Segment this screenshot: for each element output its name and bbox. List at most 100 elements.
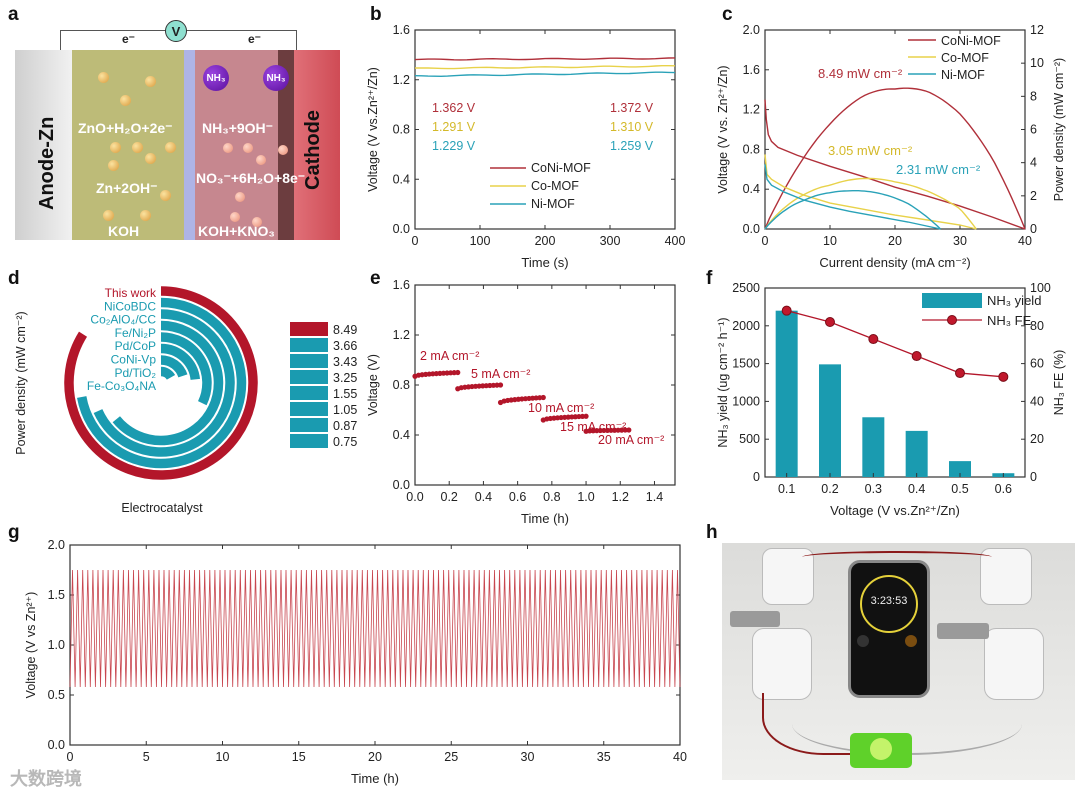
x-tick-label: 10 xyxy=(823,234,837,248)
plot-frame xyxy=(414,284,676,486)
legend-label: Ni-MOF xyxy=(531,197,575,211)
hydroxide-ion-icon xyxy=(160,190,171,201)
x-axis-label: Time (h) xyxy=(521,511,569,526)
anode-reaction-top: ZnO+H₂O+2e⁻ xyxy=(78,120,173,136)
legend-swatch xyxy=(290,434,328,448)
y-tick-label: 0.4 xyxy=(393,172,410,186)
anode-label: Anode-Zn xyxy=(36,116,58,210)
potassium-ion-icon xyxy=(278,145,288,155)
legend-value: 0.87 xyxy=(333,419,357,433)
plot-frame xyxy=(764,287,1026,478)
y-axis-label: Voltage (V vs.Zn²⁺/Zn) xyxy=(366,67,380,192)
clamp xyxy=(937,623,989,639)
y2-tick-label: 60 xyxy=(1030,357,1044,371)
membrane xyxy=(184,50,195,240)
current-density-label: 20 mA cm⁻² xyxy=(598,433,664,447)
potassium-ion-icon xyxy=(235,192,245,202)
radial-bar xyxy=(160,343,201,381)
legend-value: 1.05 xyxy=(333,403,357,417)
legend-swatch xyxy=(290,338,328,352)
end-voltage-label: 1.372 V xyxy=(610,101,654,115)
x-tick-label: 35 xyxy=(597,750,611,764)
y-tick-label: 0.4 xyxy=(743,182,760,196)
x-tick-label: 0.0 xyxy=(406,490,423,504)
panel-label-g: g xyxy=(8,522,20,543)
start-voltage-label: 1.362 V xyxy=(432,101,476,115)
catalyst-label: Fe/Ni₂P xyxy=(115,326,156,340)
fe-point xyxy=(825,317,835,328)
legend-value: 3.25 xyxy=(333,371,357,385)
current-density-label: 10 mA cm⁻² xyxy=(528,401,594,415)
data-point xyxy=(497,382,504,388)
x-tick-label: 20 xyxy=(888,234,902,248)
y2-tick-label: 2 xyxy=(1030,189,1037,203)
y2-tick-label: 12 xyxy=(1030,23,1044,37)
y-tick-label: 0.4 xyxy=(393,428,410,442)
x-tick-label: 300 xyxy=(600,234,621,248)
y2-tick-label: 80 xyxy=(1030,319,1044,333)
hydroxide-ion-icon xyxy=(140,210,151,221)
end-voltage-label: 1.310 V xyxy=(610,120,654,134)
start-voltage-label: 1.291 V xyxy=(432,120,476,134)
legend-label: CoNi-MOF xyxy=(941,34,1001,48)
watermark: 大数跨境 xyxy=(10,769,82,789)
legend-label: NH₃ yield xyxy=(987,293,1041,308)
y-axis-label: NH₃ yield (ug cm⁻² h⁻¹) xyxy=(716,317,730,447)
x-tick-label: 1.2 xyxy=(612,490,629,504)
anode-reaction-bottom: Zn+2OH⁻ xyxy=(96,180,158,196)
y-tick-label: 0.5 xyxy=(48,688,65,702)
power-density-curve xyxy=(764,189,941,230)
bar xyxy=(949,461,971,477)
legend-swatch xyxy=(290,370,328,384)
potassium-ion-icon xyxy=(230,212,240,222)
cathode-electrolyte-label: KOH+KNO₃ xyxy=(198,223,275,239)
peak-power-label: 2.31 mW cm⁻² xyxy=(896,162,981,177)
polarization-curve xyxy=(764,99,1026,230)
legend-label: Ni-MOF xyxy=(941,68,985,82)
panel-label-d: d xyxy=(8,268,20,289)
y-axis-label: Voltage (V vs. Zn²⁺/Zn) xyxy=(716,65,730,193)
x-tick-label: 0 xyxy=(762,234,769,248)
current-density-label: 5 mA cm⁻² xyxy=(471,367,530,381)
x-tick-label: 0.3 xyxy=(865,482,882,496)
y2-tick-label: 40 xyxy=(1030,394,1044,408)
radial-bar xyxy=(160,366,176,381)
x-tick-label: 100 xyxy=(470,234,491,248)
device-photo: 3:23:53 xyxy=(722,543,1075,780)
y-axis-label: Voltage (V) xyxy=(366,354,380,416)
cathode-reaction-top: NH₃+9OH⁻ xyxy=(202,120,274,136)
data-point xyxy=(626,427,632,433)
radial-bar xyxy=(160,332,212,406)
y-tick-label: 0.8 xyxy=(393,123,410,137)
fe-point xyxy=(955,368,965,379)
legend-swatch xyxy=(290,354,328,368)
x-tick-label: 40 xyxy=(673,750,687,764)
legend-swatch xyxy=(290,386,328,400)
y-tick-label: 2500 xyxy=(732,281,760,295)
x-tick-label: 0.8 xyxy=(543,490,560,504)
cathode-slab xyxy=(294,50,340,240)
y-tick-label: 500 xyxy=(739,432,760,446)
y-tick-label: 2.0 xyxy=(743,23,760,37)
x-axis-label: Time (h) xyxy=(351,771,399,786)
radial-bar xyxy=(64,286,258,480)
y-tick-label: 0.0 xyxy=(393,478,410,492)
timer-text: 3:23:53 xyxy=(870,595,908,607)
x-tick-label: 40 xyxy=(1018,234,1032,248)
potassium-ion-icon xyxy=(252,217,262,227)
hydroxide-ion-icon xyxy=(120,95,131,106)
y2-tick-label: 100 xyxy=(1030,281,1051,295)
x-tick-label: 0.6 xyxy=(509,490,526,504)
legend-swatch xyxy=(290,418,328,432)
x-tick-label: 30 xyxy=(953,234,967,248)
y-tick-label: 2000 xyxy=(732,319,760,333)
legend-value: 3.43 xyxy=(333,355,357,369)
legend-value: 3.66 xyxy=(333,339,357,353)
legend-value: 8.49 xyxy=(333,323,357,337)
cathode-label: Cathode xyxy=(302,110,324,190)
y2-tick-label: 0 xyxy=(1030,470,1037,484)
y-tick-label: 1500 xyxy=(732,357,760,371)
fe-line xyxy=(786,310,1004,378)
x-tick-label: 30 xyxy=(521,750,535,764)
red-wire xyxy=(762,693,864,755)
